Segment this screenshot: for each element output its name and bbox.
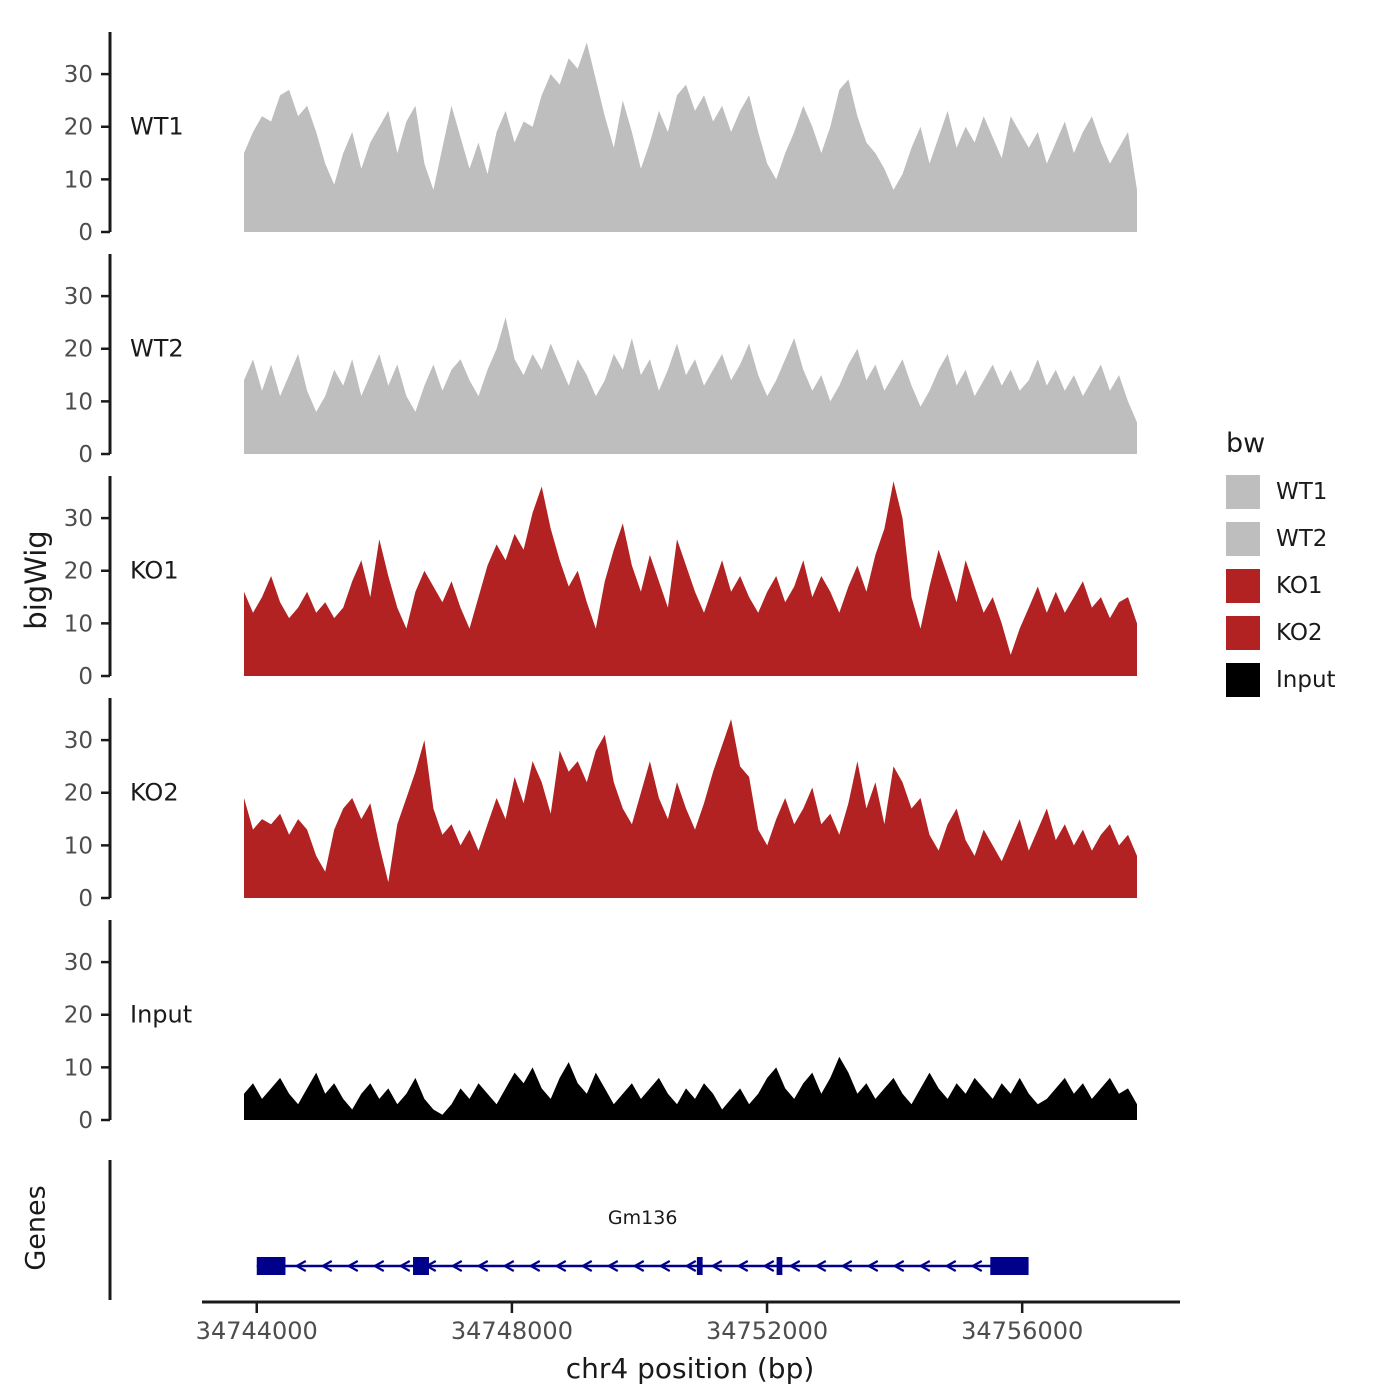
track-label: KO1 xyxy=(130,557,179,585)
strand-arrow-icon xyxy=(450,1260,463,1272)
strand-arrow-icon xyxy=(320,1260,333,1272)
legend-title: bw xyxy=(1226,428,1266,459)
coverage-area-WT2 xyxy=(244,317,1137,454)
gene-exon xyxy=(776,1257,783,1275)
legend-label: WT1 xyxy=(1276,479,1328,505)
strand-arrow-icon xyxy=(502,1260,515,1272)
strand-arrow-icon xyxy=(684,1260,697,1272)
track-label: WT1 xyxy=(130,113,184,141)
strand-arrow-icon xyxy=(892,1260,905,1272)
coverage-area-KO1 xyxy=(244,481,1137,676)
legend-item-WT2: WT2 xyxy=(1226,522,1336,556)
y-tick-label: 10 xyxy=(64,389,93,415)
track-label: KO2 xyxy=(130,779,179,807)
track-panel-WT2: 0 10 20 30 WT2 xyxy=(64,254,1137,468)
y-tick-label: 30 xyxy=(64,62,93,88)
strand-arrow-icon xyxy=(632,1260,645,1272)
legend-label: WT2 xyxy=(1276,526,1328,552)
coverage-area-WT1 xyxy=(244,42,1137,232)
legend-swatch-icon xyxy=(1226,569,1260,603)
legend-item-KO1: KO1 xyxy=(1226,569,1336,603)
y-tick-label: 20 xyxy=(64,1003,93,1029)
strand-arrow-icon xyxy=(476,1260,489,1272)
gene-label: Gm136 xyxy=(608,1207,678,1229)
strand-arrow-icon xyxy=(762,1260,775,1272)
legend-label: KO1 xyxy=(1276,573,1323,599)
x-tick-label: 34756000 xyxy=(961,1317,1083,1345)
track-label: Input xyxy=(130,1001,192,1029)
strand-arrow-icon xyxy=(346,1260,359,1272)
gene-exon xyxy=(696,1257,703,1275)
legend-swatch-icon xyxy=(1226,522,1260,556)
y-tick-label: 20 xyxy=(64,781,93,807)
gene-track: Gm136 xyxy=(108,1160,1029,1300)
y-tick-label: 30 xyxy=(64,728,93,754)
strand-arrow-icon xyxy=(970,1260,983,1272)
y-tick-label: 10 xyxy=(64,611,93,637)
track-panel-WT1: 0 10 20 30 WT1 xyxy=(64,32,1137,246)
legend: bw WT1 WT2 KO1 KO2 Input xyxy=(1226,428,1336,710)
track-panel-Input: 0 10 20 30 Input xyxy=(64,920,1137,1134)
strand-arrow-icon xyxy=(554,1260,567,1272)
strand-arrow-icon xyxy=(788,1260,801,1272)
gene-exon xyxy=(256,1257,286,1275)
strand-arrow-icon xyxy=(528,1260,541,1272)
legend-swatch-icon xyxy=(1226,475,1260,509)
x-tick-label: 34752000 xyxy=(706,1317,828,1345)
strand-arrow-icon xyxy=(606,1260,619,1272)
strand-arrow-icon xyxy=(710,1260,723,1272)
strand-arrow-icon xyxy=(866,1260,879,1272)
y-tick-label: 20 xyxy=(64,115,93,141)
strand-arrow-icon xyxy=(372,1260,385,1272)
track-panel-KO1: 0 10 20 30 KO1 xyxy=(64,476,1137,690)
x-tick-label: 34748000 xyxy=(451,1317,573,1345)
y-tick-label: 0 xyxy=(78,886,93,912)
legend-item-Input: Input xyxy=(1226,663,1336,697)
x-axis-title: chr4 position (bp) xyxy=(565,1352,815,1385)
strand-arrow-icon xyxy=(294,1260,307,1272)
legend-swatch-icon xyxy=(1226,663,1260,697)
track-panel-KO2: 0 10 20 30 KO2 xyxy=(64,698,1137,912)
coverage-area-KO2 xyxy=(244,719,1137,898)
y-tick-label: 30 xyxy=(64,950,93,976)
x-axis: 34744000 34748000 34752000 34756000 xyxy=(196,1300,1180,1345)
x-tick-label: 34744000 xyxy=(196,1317,318,1345)
coverage-area-Input xyxy=(244,1056,1137,1120)
y-tick-label: 10 xyxy=(64,1055,93,1081)
strand-arrow-icon xyxy=(814,1260,827,1272)
strand-arrow-icon xyxy=(944,1260,957,1272)
strand-arrow-icon xyxy=(658,1260,671,1272)
y-tick-label: 10 xyxy=(64,833,93,859)
strand-arrow-icon xyxy=(398,1260,411,1272)
strand-arrow-icon xyxy=(580,1260,593,1272)
y-tick-label: 30 xyxy=(64,284,93,310)
legend-item-WT1: WT1 xyxy=(1226,475,1336,509)
legend-swatch-icon xyxy=(1226,616,1260,650)
y-tick-label: 30 xyxy=(64,506,93,532)
y-tick-label: 10 xyxy=(64,167,93,193)
track-label: WT2 xyxy=(130,335,184,363)
y-tick-label: 20 xyxy=(64,337,93,363)
y-tick-label: 0 xyxy=(78,664,93,690)
strand-arrow-icon xyxy=(736,1260,749,1272)
legend-items: WT1 WT2 KO1 KO2 Input xyxy=(1226,475,1336,697)
gene-exon xyxy=(990,1257,1029,1275)
gene-exon xyxy=(413,1257,429,1275)
y-tick-label: 20 xyxy=(64,559,93,585)
strand-arrow-icon xyxy=(918,1260,931,1272)
y-tick-label: 0 xyxy=(78,220,93,246)
legend-label: KO2 xyxy=(1276,620,1323,646)
legend-label: Input xyxy=(1276,667,1336,693)
legend-item-KO2: KO2 xyxy=(1226,616,1336,650)
y-tick-label: 0 xyxy=(78,442,93,468)
y-tick-label: 0 xyxy=(78,1108,93,1134)
strand-arrow-icon xyxy=(840,1260,853,1272)
